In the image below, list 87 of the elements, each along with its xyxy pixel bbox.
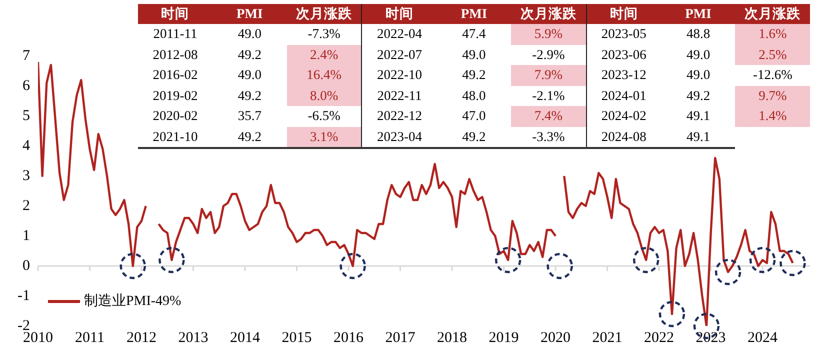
annotation: 2022-07	[376, 46, 424, 64]
annotation: 2021-10	[138, 126, 212, 148]
annotation: 49.0	[685, 46, 712, 64]
y-tick-label: -1	[18, 288, 30, 304]
x-tick-label: 2010	[23, 330, 53, 346]
legend-label: 制造业PMI-49%	[84, 292, 182, 310]
annotation: 49.0	[236, 66, 262, 84]
y-tick-label: 1	[22, 228, 30, 244]
text: 1.6%	[758, 26, 787, 42]
annotation: 7.9%	[511, 65, 586, 86]
text: 2023-05	[601, 26, 646, 42]
x-tick-label: 2015	[282, 330, 312, 346]
text: 48.8	[686, 26, 710, 42]
text: PMI	[460, 6, 488, 21]
annotation: 2.4%	[286, 44, 362, 65]
annotation: 49.1	[661, 126, 736, 148]
annotation: 2020-02	[152, 107, 199, 126]
annotation: 49.1	[685, 107, 712, 126]
text: PMI	[236, 6, 263, 21]
text: 47.4	[462, 26, 486, 42]
x-tick-label: 2012	[126, 330, 157, 346]
text: 次月涨跌	[744, 6, 801, 21]
annotation: 49.2	[236, 46, 262, 64]
annotation: 16.4%	[286, 65, 362, 86]
text: 时间	[610, 6, 638, 21]
annotation: -2.1%	[511, 86, 586, 106]
y-tick-label: 4	[22, 138, 30, 154]
annotation: 2024-02	[600, 107, 648, 126]
annotation: -6.5%	[286, 106, 362, 126]
x-tick-label: 2021	[592, 330, 622, 346]
annotation: 49.2	[436, 126, 512, 148]
text: PMI	[685, 6, 712, 21]
annotation: 49.0	[461, 46, 487, 64]
annotation: 2023-04	[362, 126, 437, 148]
annotation: 2019-02	[152, 86, 199, 105]
x-tick-label: 2023	[696, 330, 726, 346]
annotation: 2022-10	[376, 66, 424, 84]
text: 时间	[161, 6, 190, 21]
text: 时间	[386, 6, 414, 21]
text: 2022-04	[377, 26, 422, 42]
y-tick-label: 6	[22, 78, 30, 94]
y-tick-label: 7	[22, 48, 30, 64]
annotation: 2012-08	[152, 46, 199, 64]
text: 2011-11	[153, 26, 198, 42]
annotation: 2024-08	[586, 126, 662, 148]
annotation: 2024-01	[600, 86, 648, 105]
annotation: 3.1%	[286, 126, 362, 148]
annotation: 2022-12	[376, 107, 424, 126]
text: 次月涨跌	[296, 6, 352, 21]
annotation: 2.5%	[735, 44, 810, 65]
annotation: 49.2	[236, 86, 262, 105]
annotation: 2023-06	[600, 46, 648, 64]
annotation: 2016-02	[152, 66, 199, 84]
annotation: 1.4%	[735, 106, 810, 126]
annotation: 49.0	[685, 66, 712, 84]
x-tick-label: 2016	[334, 330, 364, 346]
x-tick-label: 2013	[178, 330, 208, 346]
x-tick-label: 2020	[540, 330, 571, 346]
y-tick-label: 5	[22, 108, 30, 124]
y-tick-label: 0	[22, 258, 30, 274]
annotation: 48.0	[461, 86, 487, 105]
annotation: 49.2	[461, 66, 487, 84]
x-tick-label: 2018	[437, 330, 468, 346]
text: 49.0	[238, 26, 262, 42]
x-tick-label: 2024	[748, 330, 778, 346]
annotation: 49.2	[685, 86, 712, 105]
annotation: 2023-12	[600, 66, 648, 84]
annotation: 8.0%	[286, 86, 362, 106]
annotation: -12.6%	[752, 66, 794, 84]
x-tick-label: 2017	[385, 330, 416, 346]
y-tick-label: 2	[22, 198, 30, 214]
annotation: 35.7	[236, 107, 262, 126]
x-tick-label: 2014	[230, 330, 261, 346]
x-tick-label: 2019	[488, 330, 519, 346]
annotation: -3.3%	[511, 126, 586, 148]
annotation: 49.2	[212, 126, 287, 148]
text: 5.9%	[534, 26, 562, 42]
x-tick-label: 2022	[644, 330, 674, 346]
y-tick-label: 3	[22, 168, 30, 184]
x-tick-label: 2011	[75, 330, 104, 346]
text: -7.3%	[308, 26, 340, 42]
annotation: 47.0	[461, 107, 487, 126]
text: 次月涨跌	[520, 6, 576, 21]
annotation: 9.7%	[735, 86, 810, 106]
annotation: 2022-11	[376, 86, 423, 105]
annotation: 7.4%	[511, 106, 586, 126]
annotation: -2.9%	[511, 44, 586, 65]
